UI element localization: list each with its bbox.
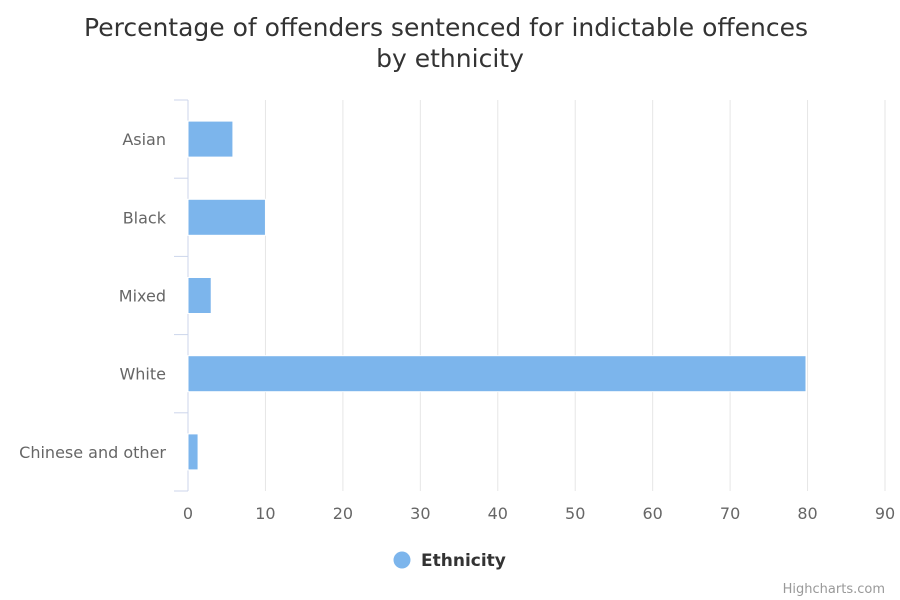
category-label: Asian (122, 130, 166, 149)
bar-asian[interactable] (187, 120, 234, 158)
x-tick-label: 20 (333, 504, 353, 523)
category-label: Black (123, 208, 167, 227)
legend-item[interactable]: Ethnicity (393, 551, 506, 571)
bar-white[interactable] (187, 355, 807, 393)
category-label: Chinese and other (19, 443, 166, 462)
value-axis-labels: 0 10 20 30 40 50 60 70 80 90 (183, 504, 895, 523)
category-label: Mixed (119, 287, 166, 306)
category-label: White (119, 365, 166, 384)
bar-series[interactable] (187, 120, 807, 471)
x-tick-label: 0 (183, 504, 193, 523)
x-tick-label: 30 (410, 504, 430, 523)
chart-title-line-1: Percentage of offenders sentenced for in… (84, 13, 808, 42)
x-tick-label: 40 (488, 504, 508, 523)
legend-label[interactable]: Ethnicity (421, 551, 506, 571)
x-tick-label: 60 (642, 504, 662, 523)
x-tick-label: 10 (255, 504, 275, 523)
credits-link[interactable]: Highcharts.com (783, 582, 885, 597)
chart-title-line-2: by ethnicity (376, 44, 524, 73)
category-labels: Asian Black Mixed White Chinese and other (19, 130, 167, 462)
x-tick-label: 90 (875, 504, 895, 523)
legend-marker[interactable] (393, 551, 411, 569)
bar-mixed[interactable] (187, 277, 212, 314)
gridlines (264, 100, 886, 491)
x-tick-label: 80 (797, 504, 817, 523)
chart-title: Percentage of offenders sentenced for in… (84, 13, 816, 73)
x-tick-label: 70 (720, 504, 740, 523)
bar-chinese-and-other[interactable] (187, 433, 199, 471)
x-tick-label: 50 (565, 504, 585, 523)
bar-black[interactable] (187, 198, 266, 236)
